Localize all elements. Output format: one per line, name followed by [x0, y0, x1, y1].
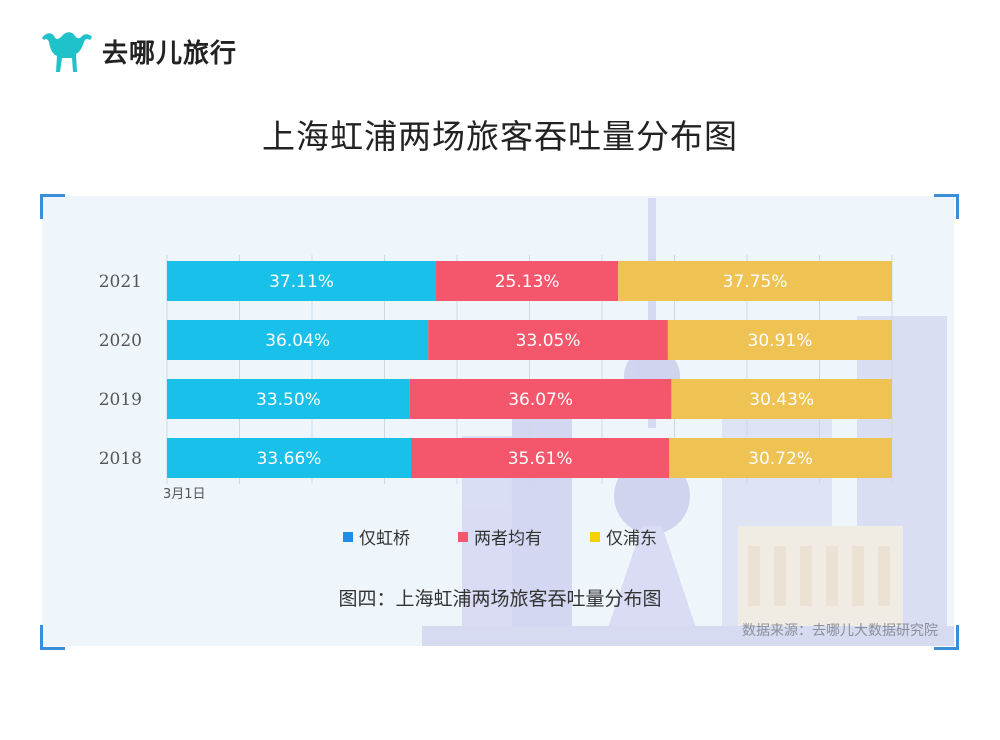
bar-segment [618, 261, 892, 301]
bar-segment [409, 379, 672, 419]
data-label: 37.75% [723, 272, 788, 292]
legend-swatch [590, 531, 600, 542]
brand-name: 去哪儿旅行 [102, 38, 238, 69]
brand-logo: 去哪儿旅行 [40, 28, 237, 74]
data-label: 25.13% [495, 272, 560, 292]
data-label: 33.05% [516, 331, 581, 351]
corner-bracket [40, 194, 65, 219]
corner-bracket [934, 625, 959, 650]
camel-icon [42, 32, 92, 72]
bar-segment [436, 261, 619, 301]
data-label: 36.04% [265, 331, 330, 351]
legend-label: 仅虹桥 [359, 529, 410, 549]
axis-note: 3月1日 [163, 487, 206, 502]
data-label: 33.66% [257, 449, 322, 469]
bar-segment [411, 438, 670, 478]
bar-segment [428, 320, 668, 360]
chart-legend: 仅虹桥 两者均有 仅浦东 [0, 524, 1000, 549]
legend-item: 两者均有 [458, 524, 542, 549]
category-label: 2021 [99, 272, 142, 292]
category-label: 2019 [99, 390, 142, 410]
data-label: 30.91% [748, 331, 813, 351]
legend-item: 仅虹桥 [343, 524, 410, 549]
legend-swatch [343, 531, 353, 542]
legend-item: 仅浦东 [590, 524, 657, 549]
bar-segment [669, 438, 892, 478]
legend-swatch [458, 531, 468, 542]
data-label: 36.07% [508, 390, 573, 410]
data-label: 37.11% [269, 272, 334, 292]
category-label: 2020 [99, 331, 142, 351]
data-label: 33.50% [256, 390, 321, 410]
data-label: 35.61% [508, 449, 573, 469]
corner-bracket [40, 625, 65, 650]
figure-caption: 图四：上海虹浦两场旅客吞吐量分布图 [338, 588, 662, 610]
bar-segment [167, 438, 412, 478]
page-title: 上海虹浦两场旅客吞吐量分布图 [262, 117, 738, 156]
bar-segment [167, 261, 437, 301]
bar-segment [167, 320, 429, 360]
data-label: 30.43% [749, 390, 814, 410]
data-label: 30.72% [748, 449, 813, 469]
category-label: 2018 [99, 449, 142, 469]
legend-label: 两者均有 [474, 529, 542, 549]
bar-segment [667, 320, 892, 360]
corner-bracket [934, 194, 959, 219]
data-source: 数据来源：去哪儿大数据研究院 [742, 623, 938, 639]
bar-segment [167, 379, 410, 419]
bar-segment [671, 379, 892, 419]
legend-label: 仅浦东 [606, 529, 657, 549]
